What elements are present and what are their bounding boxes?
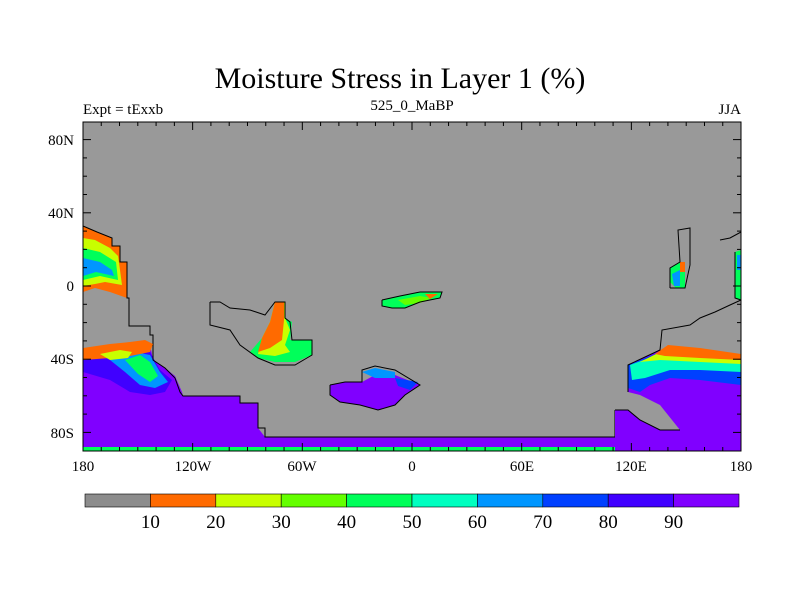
period-label: 525_0_MaBP — [370, 98, 454, 114]
colorbar-box — [150, 493, 217, 508]
colorbar-label: 50 — [403, 512, 422, 533]
season-label: JJA — [718, 102, 741, 118]
colorbar-box — [411, 493, 478, 508]
plot-title: Moisture Stress in Layer 1 (%) — [214, 62, 586, 95]
field-central-south — [209, 301, 313, 366]
colorbar-box — [607, 493, 674, 508]
colorbar-box — [346, 493, 413, 508]
colorbar-label: 60 — [468, 512, 487, 533]
colorbar-box — [84, 493, 151, 508]
colorbar-label: 30 — [272, 512, 291, 533]
colorbar-box — [215, 493, 282, 508]
colorbar-box — [673, 493, 740, 508]
x-label-120e: 120E — [615, 459, 647, 475]
x-label-60w: 60W — [287, 459, 317, 475]
y-label-eq: 0 — [67, 279, 75, 295]
y-label-80n: 80N — [48, 133, 74, 149]
colorbar-label: 40 — [337, 512, 356, 533]
y-label-40s: 40S — [51, 352, 74, 368]
field-south-central — [329, 365, 421, 411]
x-axis-labels: 180 120W 60W 0 60E 120E 180 — [72, 459, 753, 475]
y-axis-labels: 80N 40N 0 40S 80S — [48, 133, 74, 442]
field-equatorial — [381, 291, 443, 309]
colorbar-box — [477, 493, 544, 508]
x-label-120w: 120W — [175, 459, 213, 475]
y-label-80s: 80S — [51, 426, 74, 442]
map-area — [82, 121, 742, 452]
axis-ticks — [83, 122, 741, 451]
experiment-label: Expt = tExxb — [83, 102, 164, 118]
x-label-60e: 60E — [510, 459, 534, 475]
y-label-40n: 40N — [48, 206, 74, 222]
colorbar-box — [280, 493, 347, 508]
field-pacific-north — [82, 225, 154, 345]
colorbar-box — [542, 493, 609, 508]
colorbar-label: 20 — [206, 512, 225, 533]
x-label-0: 0 — [408, 459, 416, 475]
field-indian-south — [615, 299, 742, 451]
colorbar-label: 90 — [664, 512, 683, 533]
colorbar-label: 10 — [141, 512, 160, 533]
colorbar-label: 70 — [533, 512, 552, 533]
colorbar-label: 80 — [599, 512, 618, 533]
x-label-180w: 180 — [72, 459, 95, 475]
colorbar: 10 20 30 40 50 60 70 80 90 — [84, 493, 740, 533]
x-label-180e: 180 — [730, 459, 753, 475]
